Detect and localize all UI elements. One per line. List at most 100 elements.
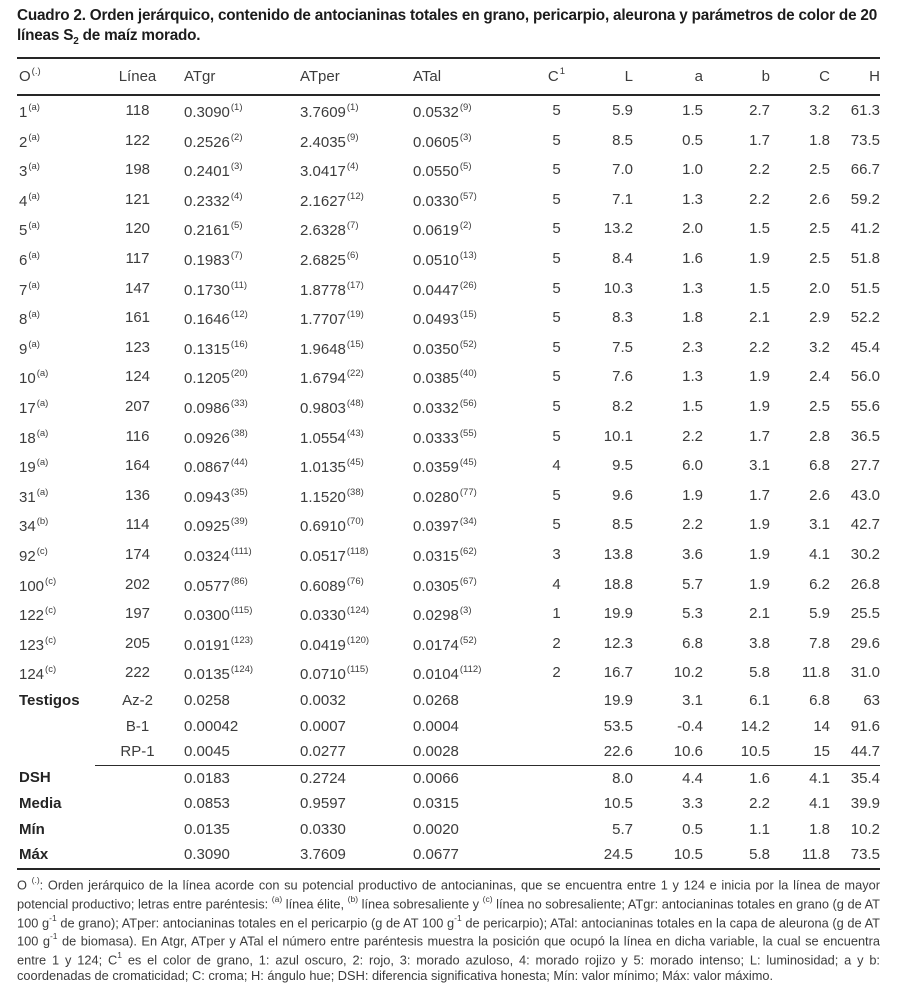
cell-b: 1.6 xyxy=(749,769,770,787)
cell-croma: 2.4 xyxy=(809,368,830,386)
cell-linea xyxy=(95,791,180,817)
cell-a: 6.0 xyxy=(682,457,703,475)
cell-atgr: 0.1983(7) xyxy=(184,250,243,270)
cell-a: -0.4 xyxy=(677,717,703,735)
cell-atgr: 0.0135(124) xyxy=(184,664,254,684)
cell-croma: 11.8 xyxy=(801,664,830,682)
cell-orden: Mín xyxy=(19,820,45,838)
cell-atper: 0.0517(118) xyxy=(300,545,369,565)
cell-croma: 4.1 xyxy=(809,769,830,787)
cell-croma: 2.5 xyxy=(809,220,830,238)
cell-orden: 6(a) xyxy=(19,250,40,270)
cell-hue: 35.4 xyxy=(850,769,880,787)
cell-atal: 0.0268 xyxy=(413,691,459,709)
table-caption: Cuadro 2. Orden jerárquico, contenido de… xyxy=(17,6,882,51)
cell-atal: 0.0677 xyxy=(413,846,459,864)
cell-a: 0.5 xyxy=(682,820,703,838)
col-header-a: a xyxy=(694,67,703,85)
cell-l: 5.9 xyxy=(612,102,633,120)
cell-atal: 0.0004 xyxy=(413,717,459,735)
cell-orden: DSH xyxy=(19,769,51,787)
col-header-atgr: ATgr xyxy=(184,67,216,85)
cell-hue: 56.0 xyxy=(850,368,880,386)
cell-atper: 0.0330(124) xyxy=(300,605,370,625)
cell-color xyxy=(523,765,590,791)
cell-linea: 205 xyxy=(124,634,151,652)
cell-b: 1.9 xyxy=(749,368,770,386)
cell-orden: 9(a) xyxy=(19,338,40,358)
cell-atgr: 0.3090(1) xyxy=(184,102,243,122)
cell-croma: 2.5 xyxy=(809,250,830,268)
cell-croma: 6.8 xyxy=(809,457,830,475)
cell-atper: 1.6794(22) xyxy=(300,368,364,388)
cell-hue: 39.9 xyxy=(850,795,880,813)
cell-atper: 0.0007 xyxy=(300,717,346,735)
table-footnote: O (.): Orden jerárquico de la línea acor… xyxy=(17,875,881,983)
table-row: 19(a) 164 0.0867(44) 1.0135(45) 0.0359(45) 4 9… xyxy=(17,451,880,481)
cell-b: 1.5 xyxy=(749,220,770,238)
cell-l: 13.8 xyxy=(603,545,633,563)
cell-hue: 45.4 xyxy=(850,338,880,356)
cell-atal: 0.0605(3) xyxy=(413,131,472,151)
cell-color: 3 xyxy=(552,545,561,563)
cell-atal: 0.0550(5) xyxy=(413,161,472,181)
cell-b: 5.8 xyxy=(749,846,770,864)
cell-color: 2 xyxy=(552,664,561,682)
cell-b: 1.7 xyxy=(749,131,770,149)
col-header-color: C1 xyxy=(547,66,566,86)
cell-l: 8.3 xyxy=(612,309,633,327)
caption-text-line1: Cuadro 2. Orden jerárquico, contenido de… xyxy=(17,7,878,24)
cell-atgr: 0.0183 xyxy=(184,769,230,787)
cell-color: 5 xyxy=(552,338,561,356)
cell-color xyxy=(523,817,590,843)
cell-color: 5 xyxy=(552,102,561,120)
cell-orden: Máx xyxy=(19,846,49,864)
cell-atal: 0.0332(56) xyxy=(413,397,477,417)
cell-orden: 7(a) xyxy=(19,279,40,299)
cell-l: 8.5 xyxy=(612,131,633,149)
cell-atgr: 0.0045 xyxy=(180,739,300,766)
cell-croma: 2.5 xyxy=(809,397,830,415)
cell-b: 2.7 xyxy=(749,102,770,120)
cell-linea: 120 xyxy=(124,220,151,238)
cell-atal: 0.0315 xyxy=(413,795,459,813)
table-row: 3(a) 198 0.2401(3) 3.0417(4) 0.0550(5) 5 7.0 1.… xyxy=(17,155,880,185)
cell-color xyxy=(523,842,590,869)
cell-atper: 1.7707(19) xyxy=(300,309,364,329)
cell-atal: 0.0510(13) xyxy=(413,250,477,270)
table-row: 17(a) 207 0.0986(33) 0.9803(48) 0.0332(56) 5 8… xyxy=(17,392,880,422)
cell-atper: 1.1520(38) xyxy=(300,486,364,506)
table-row: 4(a) 121 0.2332(4) 2.1627(12) 0.0330(57) 5 7.1… xyxy=(17,185,880,215)
cell-atper: 0.9803(48) xyxy=(300,397,364,417)
cell-a: 5.3 xyxy=(682,605,703,623)
cell-linea: 202 xyxy=(124,575,151,593)
cell-atal: 0.0174(52) xyxy=(413,634,477,654)
cell-a: 1.5 xyxy=(682,397,703,415)
cell-atper: 0.0330 xyxy=(300,820,346,838)
cell-color: 5 xyxy=(552,397,561,415)
cell-hue: 73.5 xyxy=(850,131,880,149)
cell-atal: 0.0333(55) xyxy=(413,427,477,447)
cell-hue: 63 xyxy=(863,691,880,709)
cell-color: 5 xyxy=(552,190,561,208)
cell-croma: 2.6 xyxy=(809,486,830,504)
cell-linea: 197 xyxy=(124,605,151,623)
cell-a: 1.0 xyxy=(682,161,703,179)
cell-b: 3.1 xyxy=(749,457,770,475)
col-header-hue: H xyxy=(869,67,880,85)
table-caption-line2: líneas S2 de maíz morado. xyxy=(17,26,882,52)
cell-orden: 10(a) xyxy=(19,368,49,388)
cell-color: 5 xyxy=(552,309,561,327)
cell-atgr: 0.2526(2) xyxy=(184,131,243,151)
cell-l: 7.6 xyxy=(612,368,633,386)
cell-atgr: 0.3090 xyxy=(184,846,230,864)
cell-orden: 92(c) xyxy=(19,545,48,565)
cell-orden: 4(a) xyxy=(19,190,40,210)
cell-hue: 61.3 xyxy=(850,102,880,120)
cell-hue: 55.6 xyxy=(850,397,880,415)
table-row: 8(a) 161 0.1646(12) 1.7707(19) 0.0493(15) 5 8.… xyxy=(17,303,880,333)
cell-croma: 2.8 xyxy=(809,427,830,445)
cell-hue: 36.5 xyxy=(850,427,880,445)
cell-atper: 0.2724 xyxy=(300,769,346,787)
cell-orden: Media xyxy=(19,795,62,813)
